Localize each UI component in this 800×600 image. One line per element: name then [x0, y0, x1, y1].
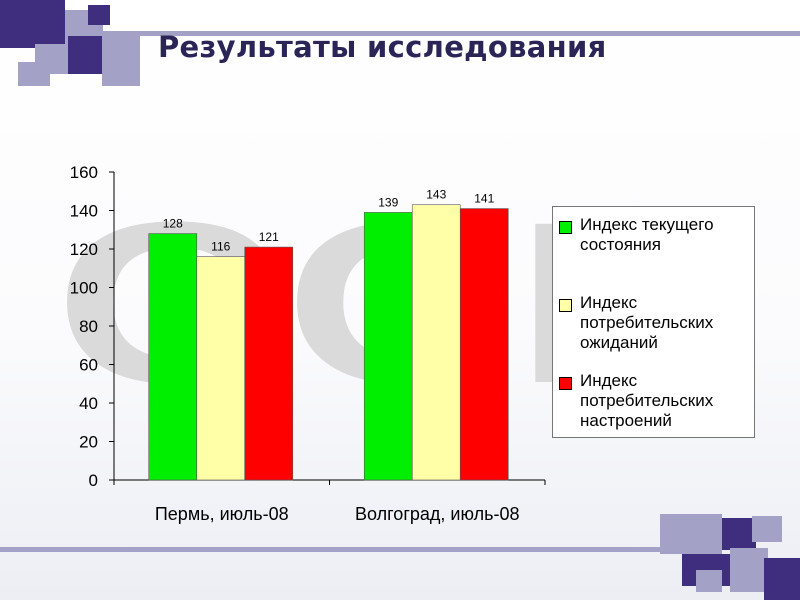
bar: [196, 256, 246, 481]
bar-data-label: 139: [378, 195, 398, 209]
y-tick-label: 40: [79, 394, 98, 413]
legend-swatch-expectations: [559, 299, 572, 312]
bar-data-label: 121: [259, 230, 279, 244]
bar-data-label: 141: [474, 192, 494, 206]
slide-title: Результаты исследования: [158, 30, 607, 64]
y-tick-label: 20: [79, 433, 98, 452]
top-accent-line: [96, 31, 800, 36]
y-tick-label: 60: [79, 356, 98, 375]
bar: [244, 246, 294, 481]
legend-item-expectations: Индекс потребительских ожиданий: [559, 293, 758, 353]
x-category-label: Волгоград, июль-08: [355, 504, 519, 524]
legend-item-current-state: Индекс текущего состояния: [559, 215, 758, 255]
legend-item-sentiment: Индекс потребительских настроений: [559, 371, 758, 431]
bar-data-label: 128: [163, 217, 183, 231]
bar: [148, 233, 198, 481]
bar: [459, 208, 509, 481]
x-category-label: Пермь, июль-08: [155, 504, 289, 524]
y-tick-label: 80: [79, 317, 98, 336]
legend-label-sentiment: Индекс потребительских настроений: [580, 371, 714, 430]
bar-data-label: 116: [211, 240, 230, 254]
y-tick-label: 120: [70, 240, 98, 259]
bar: [411, 204, 461, 481]
chart-legend: Индекс текущего состояния Индекс потреби…: [552, 206, 755, 438]
y-tick-label: 0: [89, 471, 98, 490]
y-tick-label: 100: [70, 279, 98, 298]
legend-label-current-state: Индекс текущего состояния: [580, 215, 714, 254]
bottom-accent-line: [0, 547, 700, 552]
legend-label-expectations: Индекс потребительских ожиданий: [580, 293, 714, 352]
bar: [363, 212, 413, 481]
legend-swatch-current-state: [559, 221, 572, 234]
y-tick-label: 140: [70, 202, 98, 221]
bar-data-label: 143: [426, 188, 446, 202]
y-tick-label: 160: [70, 163, 98, 182]
legend-swatch-sentiment: [559, 377, 572, 390]
